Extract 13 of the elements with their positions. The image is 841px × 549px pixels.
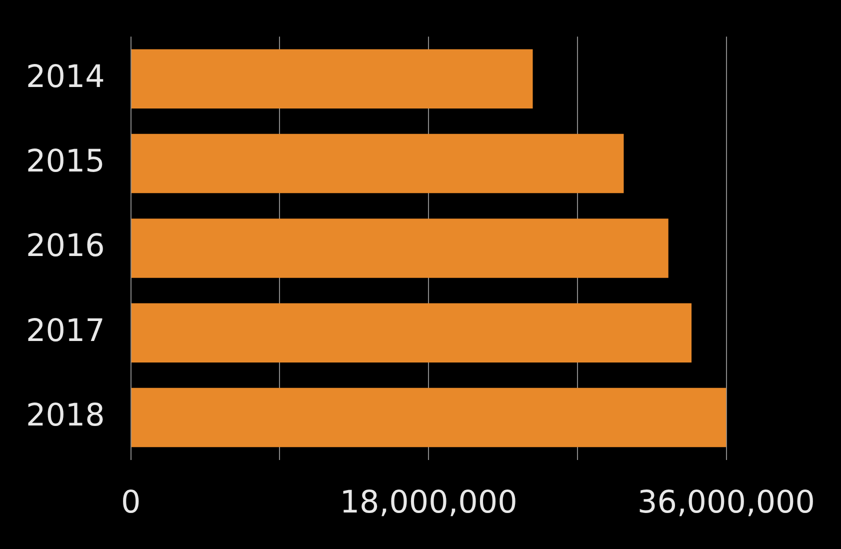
y-tick-label: 2017 xyxy=(26,312,105,349)
x-tick-label: 36,000,000 xyxy=(638,484,816,520)
y-tick-label: 2016 xyxy=(26,228,105,264)
bar xyxy=(131,218,668,278)
y-tick-label: 2014 xyxy=(26,58,105,95)
bar xyxy=(131,134,624,194)
y-tick-label: 2015 xyxy=(26,144,105,180)
bar xyxy=(131,49,533,109)
y-tick-label: 2018 xyxy=(26,398,105,434)
bar xyxy=(131,303,692,362)
x-tick-label: 18,000,000 xyxy=(340,484,518,520)
bar xyxy=(131,388,726,448)
x-tick-label: 0 xyxy=(121,484,141,520)
